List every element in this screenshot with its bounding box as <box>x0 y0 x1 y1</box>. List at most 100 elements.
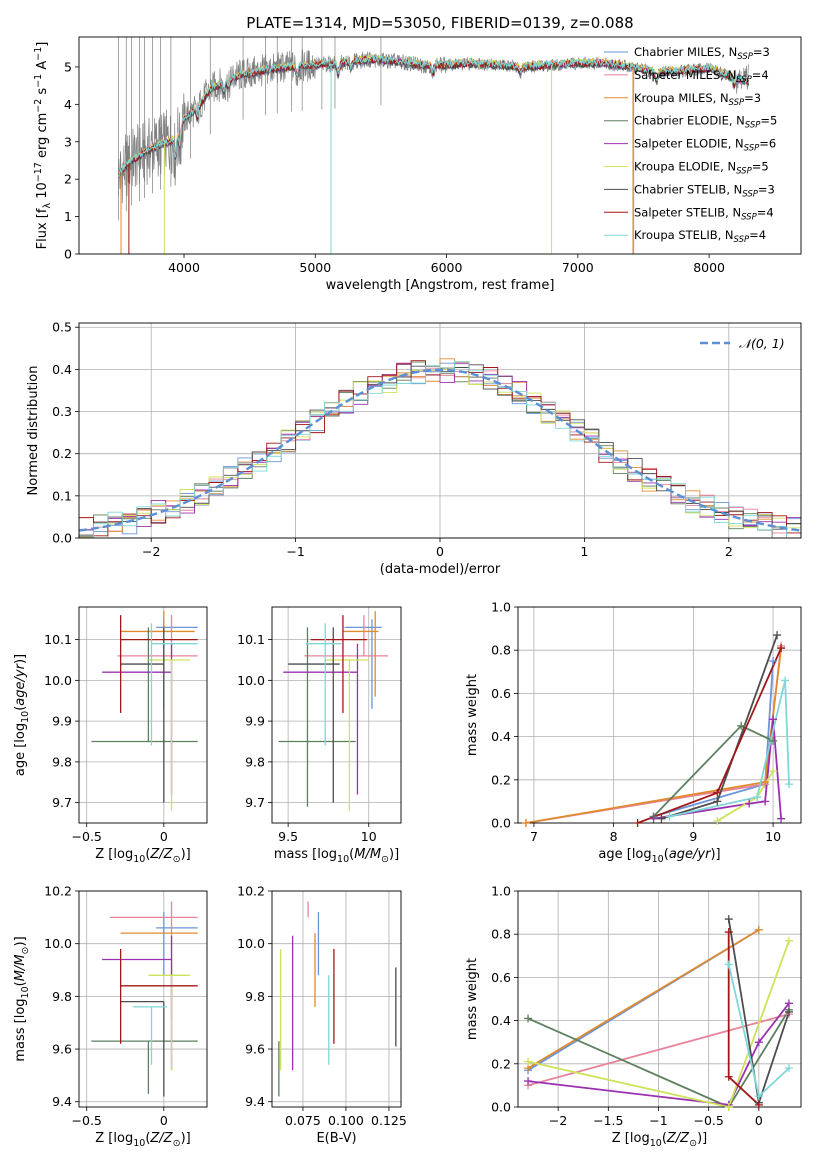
axes-frame <box>517 606 802 824</box>
axes-frame <box>517 890 802 1108</box>
x-tick-label: 0 <box>436 544 444 559</box>
legend-sub: SSP <box>736 167 752 177</box>
y-tick-label: 9.8 <box>52 754 72 769</box>
weight-marker-chabrier_elodie <box>524 1014 533 1023</box>
plot-area-massweight_vs_Z <box>527 918 790 1107</box>
label-part: 10 <box>35 182 50 199</box>
y-tick-label: 9.8 <box>245 989 265 1004</box>
x-tick-label: 10 <box>361 829 377 844</box>
label-part: λ <box>42 203 53 209</box>
label-part: 10 <box>133 1138 145 1149</box>
label-part: age [ <box>13 743 28 776</box>
label-part: Z [ <box>95 847 113 862</box>
x-axis-label: (data-model)/error <box>380 562 501 577</box>
y-axis-label: Flux [fλ 10−17 erg cm−2 s−1 A−1] <box>33 42 53 250</box>
y-tick-label: 0.2 <box>491 1056 511 1071</box>
weight-marker-kroupa_miles <box>754 925 763 934</box>
label-part: wavelength [Angstrom, rest frame] <box>326 278 555 293</box>
label-part: Z/Z <box>149 1131 173 1146</box>
legend-nssp: =6 <box>759 137 776 151</box>
label-part: )] <box>697 1131 707 1146</box>
plot-area-spectrum <box>117 37 749 254</box>
x-tick-label: 0 <box>160 1113 168 1128</box>
legend-label-kroupa_miles: Kroupa MILES, NSSP=3 <box>634 91 761 108</box>
x-tick-label: 0.100 <box>328 1113 364 1128</box>
plot-area-residuals <box>79 358 801 538</box>
label-part: log <box>317 847 337 862</box>
x-axis-label: Z [log10(Z/Z⊙)] <box>95 1131 190 1149</box>
weight-line-salpeter_elodie <box>527 1002 790 1106</box>
label-part: ] <box>35 42 50 47</box>
label-part: )] <box>181 847 191 862</box>
legend-label-chabrier_elodie: Chabrier ELODIE, NSSP=5 <box>634 114 777 131</box>
label-part: Z [ <box>612 1131 630 1146</box>
label-part: −2 <box>33 99 44 113</box>
y-tick-label: 9.9 <box>52 714 72 729</box>
y-tick-label: 0.1 <box>52 488 72 503</box>
label-part: log <box>113 1131 133 1146</box>
y-axis-label: mass weight <box>465 958 480 1040</box>
legend-nssp: =3 <box>744 91 761 105</box>
label-part: mass weight <box>465 958 480 1040</box>
label-part: mass [ <box>13 1018 28 1061</box>
weight-marker-salpeter_stelib <box>754 1100 763 1109</box>
x-tick-label: 0 <box>755 1113 763 1128</box>
legend-text: Salpeter ELODIE, N <box>634 137 744 151</box>
x-tick-label: 8 <box>610 829 618 844</box>
label-part: E(B-V) <box>316 1131 356 1146</box>
label-part: ⊙ <box>173 1138 181 1149</box>
weight-marker-salpeter_elodie <box>745 799 754 808</box>
legend-sub: SSP <box>745 121 761 131</box>
label-part: age/yr <box>669 847 712 862</box>
label-part: ( <box>145 1131 150 1146</box>
weight-marker-kroupa_elodie <box>713 816 722 825</box>
x-tick-label: 5000 <box>299 260 331 275</box>
label-part: age/yr <box>13 662 28 705</box>
legend-label-kroupa_elodie: Kroupa ELODIE, NSSP=5 <box>634 160 769 177</box>
label-part: ( <box>13 706 28 711</box>
y-tick-label: 0.8 <box>491 643 511 658</box>
label-part: Z [ <box>95 1131 113 1146</box>
label-part: cm <box>35 113 50 133</box>
weight-marker-salpeter_elodie <box>761 797 770 806</box>
x-axis-label: mass [log10(M/M⊙)] <box>274 847 399 865</box>
y-tick-label: 0.2 <box>491 772 511 787</box>
label-part: )] <box>13 936 28 946</box>
legend-text: Salpeter STELIB, N <box>634 205 741 219</box>
plot-area-age_vs_mass <box>278 611 389 811</box>
axes-frame <box>271 890 402 1108</box>
x-tick-label: −0.5 <box>72 829 102 844</box>
legend-sub: SSP <box>742 189 758 199</box>
y-tick-label: 0 <box>64 247 72 262</box>
plot-mass_vs_Z: −0.5 09.49.69.810.010.2Z [log10(Z/Z⊙)]mas… <box>13 884 208 1149</box>
y-tick-label: 0.6 <box>491 686 511 701</box>
legend-sub: SSP <box>729 98 745 108</box>
label-part: 10 <box>650 1138 662 1149</box>
y-tick-label: 0.0 <box>52 531 72 546</box>
y-tick-label: 9.6 <box>245 1042 265 1057</box>
legend-label-salpeter_miles: Salpeter MILES, NSSP=4 <box>634 68 769 85</box>
label-part: −1 <box>33 47 44 61</box>
x-tick-label: −1 <box>286 544 304 559</box>
weight-marker-salpeter_elodie <box>524 1077 533 1086</box>
label-part: )] <box>181 1131 191 1146</box>
weight-marker-kroupa_elodie <box>784 936 793 945</box>
y-tick-label: 9.9 <box>245 714 265 729</box>
x-axis-label: age [log10(age/yr)] <box>598 847 720 865</box>
x-tick-label: 8000 <box>693 260 725 275</box>
y-tick-label: 2 <box>64 172 72 187</box>
y-tick-label: 0.3 <box>52 404 72 419</box>
label-part: ⊙ <box>689 1138 697 1149</box>
legend-sub: SSP <box>734 235 750 245</box>
axes-frame <box>271 606 402 824</box>
weight-marker-kroupa_elodie <box>769 767 778 776</box>
y-tick-label: 10.0 <box>237 936 265 951</box>
label-part: M/M <box>13 954 28 981</box>
legend-nssp: =4 <box>752 68 769 82</box>
label-part: ⊙ <box>20 946 31 954</box>
plot-age_vs_Z: −0.5 09.79.89.910.010.1Z [log10(Z/Z⊙)]age… <box>13 606 208 865</box>
y-tick-label: 1.0 <box>491 600 511 615</box>
y-tick-label: 0.4 <box>491 1013 511 1028</box>
